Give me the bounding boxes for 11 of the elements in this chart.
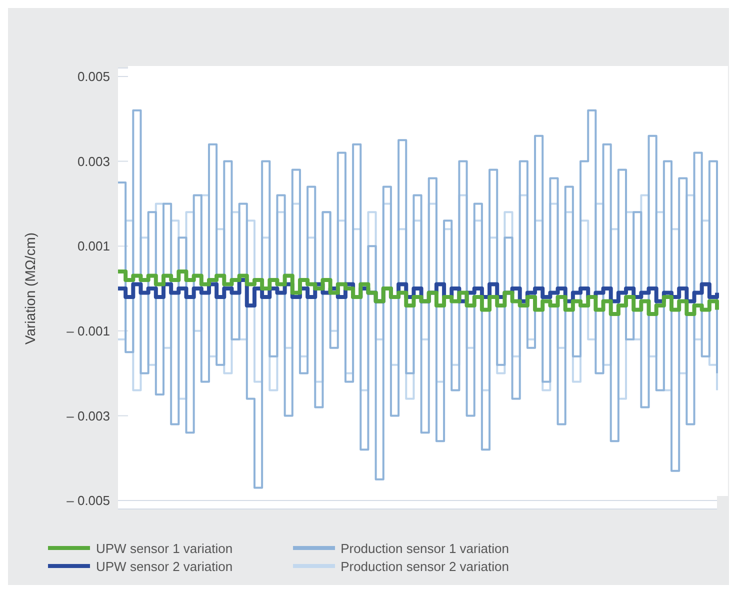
legend-label: UPW sensor 2 variation xyxy=(96,558,233,574)
y-tick-label: – 0.003 xyxy=(66,408,110,424)
legend-label: UPW sensor 1 variation xyxy=(96,540,233,556)
y-tick-label: – 0.001 xyxy=(66,324,110,339)
y-tick-label: – 0.005 xyxy=(66,493,110,508)
y-tick-label: 0.001 xyxy=(77,238,110,254)
legend-label: Production sensor 2 variation xyxy=(340,558,509,574)
y-tick-label: 0.003 xyxy=(77,154,110,169)
y-axis-title: Variation (MΩ/cm) xyxy=(22,232,38,345)
y-tick-label: 0.005 xyxy=(77,69,110,84)
legend-label: Production sensor 1 variation xyxy=(340,540,509,556)
